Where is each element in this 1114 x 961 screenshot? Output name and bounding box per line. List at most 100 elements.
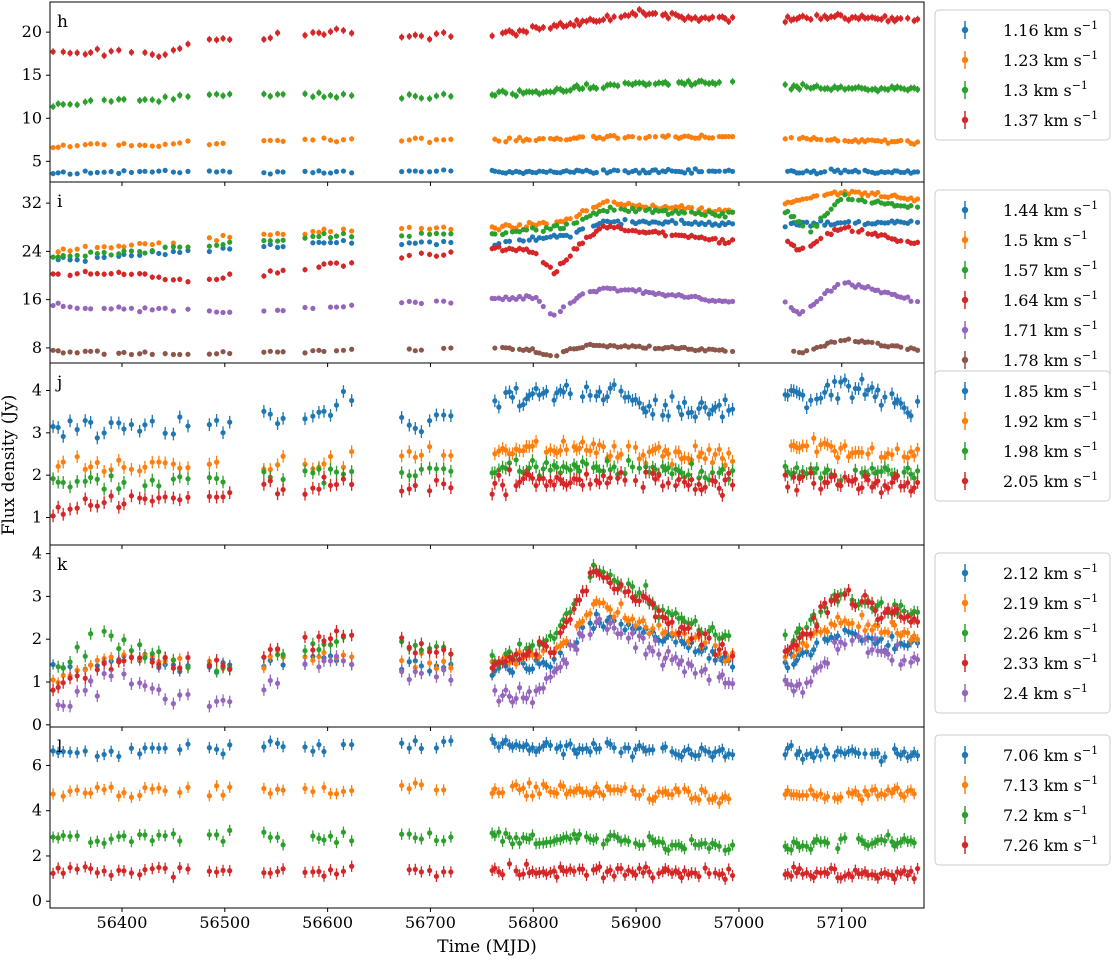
data-point (719, 492, 725, 498)
data-point (540, 24, 546, 30)
data-point (327, 453, 334, 460)
data-point (448, 231, 454, 237)
data-point (712, 221, 718, 227)
data-point (162, 141, 168, 147)
data-point (629, 616, 636, 622)
data-point (349, 234, 355, 240)
data-point (333, 26, 340, 32)
data-point (406, 224, 412, 230)
data-point (137, 642, 143, 648)
data-point (116, 420, 122, 426)
data-point (600, 167, 606, 173)
data-point (567, 234, 573, 240)
data-point (214, 91, 220, 97)
data-point (418, 135, 424, 141)
data-point (838, 220, 844, 226)
data-point (412, 482, 418, 489)
data-point (74, 673, 80, 679)
data-point (67, 101, 73, 107)
data-point (206, 168, 212, 174)
data-point (557, 136, 563, 142)
data-point (280, 138, 286, 144)
data-point (607, 467, 613, 473)
data-point (349, 228, 355, 234)
data-point (914, 636, 921, 642)
data-point (791, 242, 797, 249)
data-point (632, 623, 639, 629)
data-point (814, 12, 820, 18)
data-point (596, 226, 603, 232)
data-point (261, 36, 267, 43)
data-point (611, 285, 617, 292)
data-point (121, 306, 127, 312)
data-point (128, 648, 135, 654)
data-point (615, 454, 621, 460)
data-point (503, 294, 509, 300)
data-point (643, 469, 649, 475)
data-point (88, 306, 94, 312)
data-point (108, 493, 114, 499)
legend-marker (961, 56, 969, 64)
data-point (885, 485, 891, 491)
data-point (406, 659, 412, 665)
data-point (618, 469, 624, 476)
data-point (509, 394, 516, 400)
data-point (441, 167, 447, 173)
data-point (729, 458, 736, 464)
legend-marker (961, 116, 969, 124)
data-point (82, 243, 88, 249)
data-point (785, 14, 791, 20)
data-point (220, 275, 226, 281)
data-point (901, 405, 907, 411)
data-point (50, 476, 56, 482)
data-point (678, 412, 685, 418)
data-point (604, 198, 610, 204)
data-point (702, 80, 708, 86)
data-point (894, 446, 900, 452)
data-point (878, 194, 884, 200)
data-point (716, 470, 722, 476)
data-point (55, 271, 61, 277)
data-point (669, 471, 675, 477)
data-point (660, 453, 666, 459)
legend-item: 1.16 km s−1 (961, 19, 1098, 40)
data-point (280, 91, 286, 97)
y-tick-label: 0 (32, 715, 42, 734)
data-point (681, 294, 688, 300)
data-point (529, 457, 536, 464)
data-point (818, 235, 824, 242)
data-point (426, 139, 433, 146)
data-point (681, 81, 688, 87)
data-point (261, 138, 267, 144)
data-point (418, 95, 424, 101)
data-point (576, 22, 583, 28)
data-point (800, 13, 806, 19)
data-point (818, 16, 824, 22)
data-point (214, 668, 220, 674)
data-point (652, 476, 659, 482)
data-point (600, 397, 606, 403)
data-point (719, 210, 725, 216)
data-point (563, 216, 570, 222)
data-point (719, 236, 725, 243)
data-point (302, 654, 308, 660)
data-point (914, 169, 921, 175)
data-point (600, 624, 606, 630)
legend-item: 1.92 km s−1 (961, 410, 1098, 431)
data-point (267, 348, 273, 354)
series-1.71 (50, 279, 921, 318)
legend-marker (961, 356, 969, 364)
data-point (662, 11, 668, 17)
data-point (557, 470, 563, 476)
data-point (227, 419, 233, 425)
data-point (108, 252, 114, 258)
data-point (712, 347, 718, 353)
data-point (503, 345, 509, 351)
data-point (818, 475, 824, 481)
data-point (692, 135, 698, 141)
data-point (632, 80, 639, 86)
data-point (492, 480, 498, 486)
data-point (55, 249, 61, 255)
data-point (509, 30, 516, 36)
data-point (406, 33, 412, 40)
